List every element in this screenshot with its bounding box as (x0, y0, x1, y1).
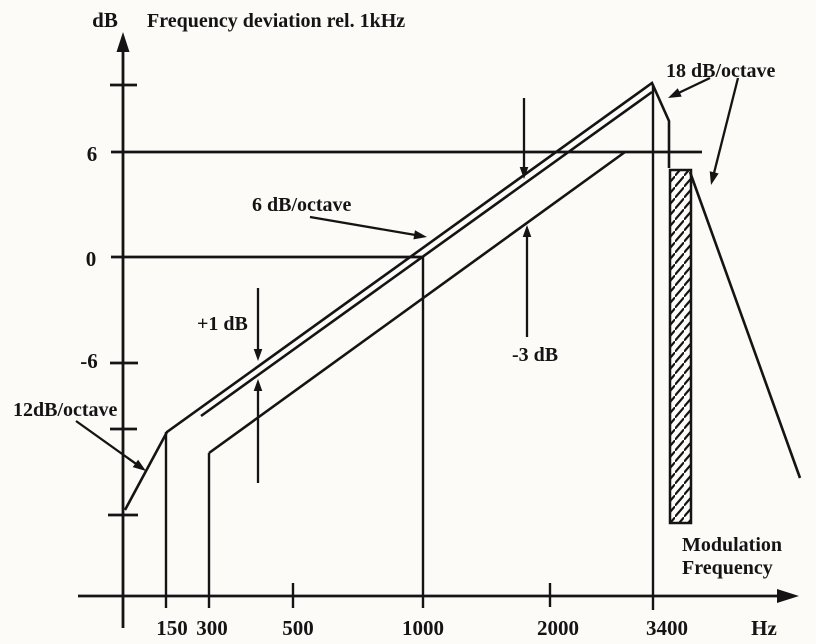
ytick-label-0: 0 (86, 247, 97, 271)
x-axis-unit: Hz (751, 616, 777, 640)
arrow-18db-octave-1-shaft (677, 76, 711, 95)
upper-limit-line (123, 81, 671, 511)
xtick-label-500: 500 (282, 616, 314, 640)
arrow-18db-octave-2-shaft (712, 77, 740, 175)
xtick-label-1000: 1000 (402, 616, 444, 640)
xtick-label-3400: 3400 (646, 616, 688, 640)
y-axis-unit: dB (92, 8, 118, 32)
x-axis-head (777, 589, 799, 603)
arrow-minus3db-down-head (519, 167, 529, 179)
annotation-12db-octave: 12dB/octave (13, 399, 118, 421)
plot-layer: dB Frequency deviation rel. 1kHz 6 0 -6 150 30… (13, 8, 802, 640)
arrow-18db-octave-1-head (668, 88, 682, 98)
annotation-minus3db: -3 dB (512, 344, 558, 366)
annotation-modulation: Modulation (682, 534, 782, 556)
arrow-12db-octave-head (132, 459, 146, 471)
arrow-6db-octave-shaft (309, 215, 417, 237)
arrow-plus1db-up-head (253, 379, 263, 391)
y-axis-head (116, 32, 130, 52)
annotation-18db-octave: 18 dB/octave (666, 60, 776, 82)
ytick-label-6: 6 (87, 142, 98, 166)
rolloff-18db-line (688, 171, 802, 479)
annotation-frequency: Frequency (682, 557, 773, 579)
lower-limit-line (208, 150, 626, 455)
arrow-plus1db-down-head (253, 349, 263, 361)
xtick-label-2000: 2000 (537, 616, 579, 640)
xtick-label-300: 300 (196, 616, 228, 640)
chart-title: Frequency deviation rel. 1kHz (147, 10, 405, 32)
arrow-6db-octave-head (413, 230, 427, 240)
xtick-label-150: 150 (156, 616, 188, 640)
annotation-6db-octave: 6 dB/octave (252, 194, 352, 216)
arrow-18db-octave-2-head (709, 171, 719, 185)
arrow-12db-octave-shaft (75, 420, 138, 466)
ytick-label-minus6: -6 (80, 349, 98, 373)
annotation-plus1db: +1 dB (197, 313, 248, 335)
arrow-minus3db-up-head (522, 225, 532, 237)
band-edge-hatch-bar (668, 168, 693, 525)
nominal-line (200, 90, 653, 418)
